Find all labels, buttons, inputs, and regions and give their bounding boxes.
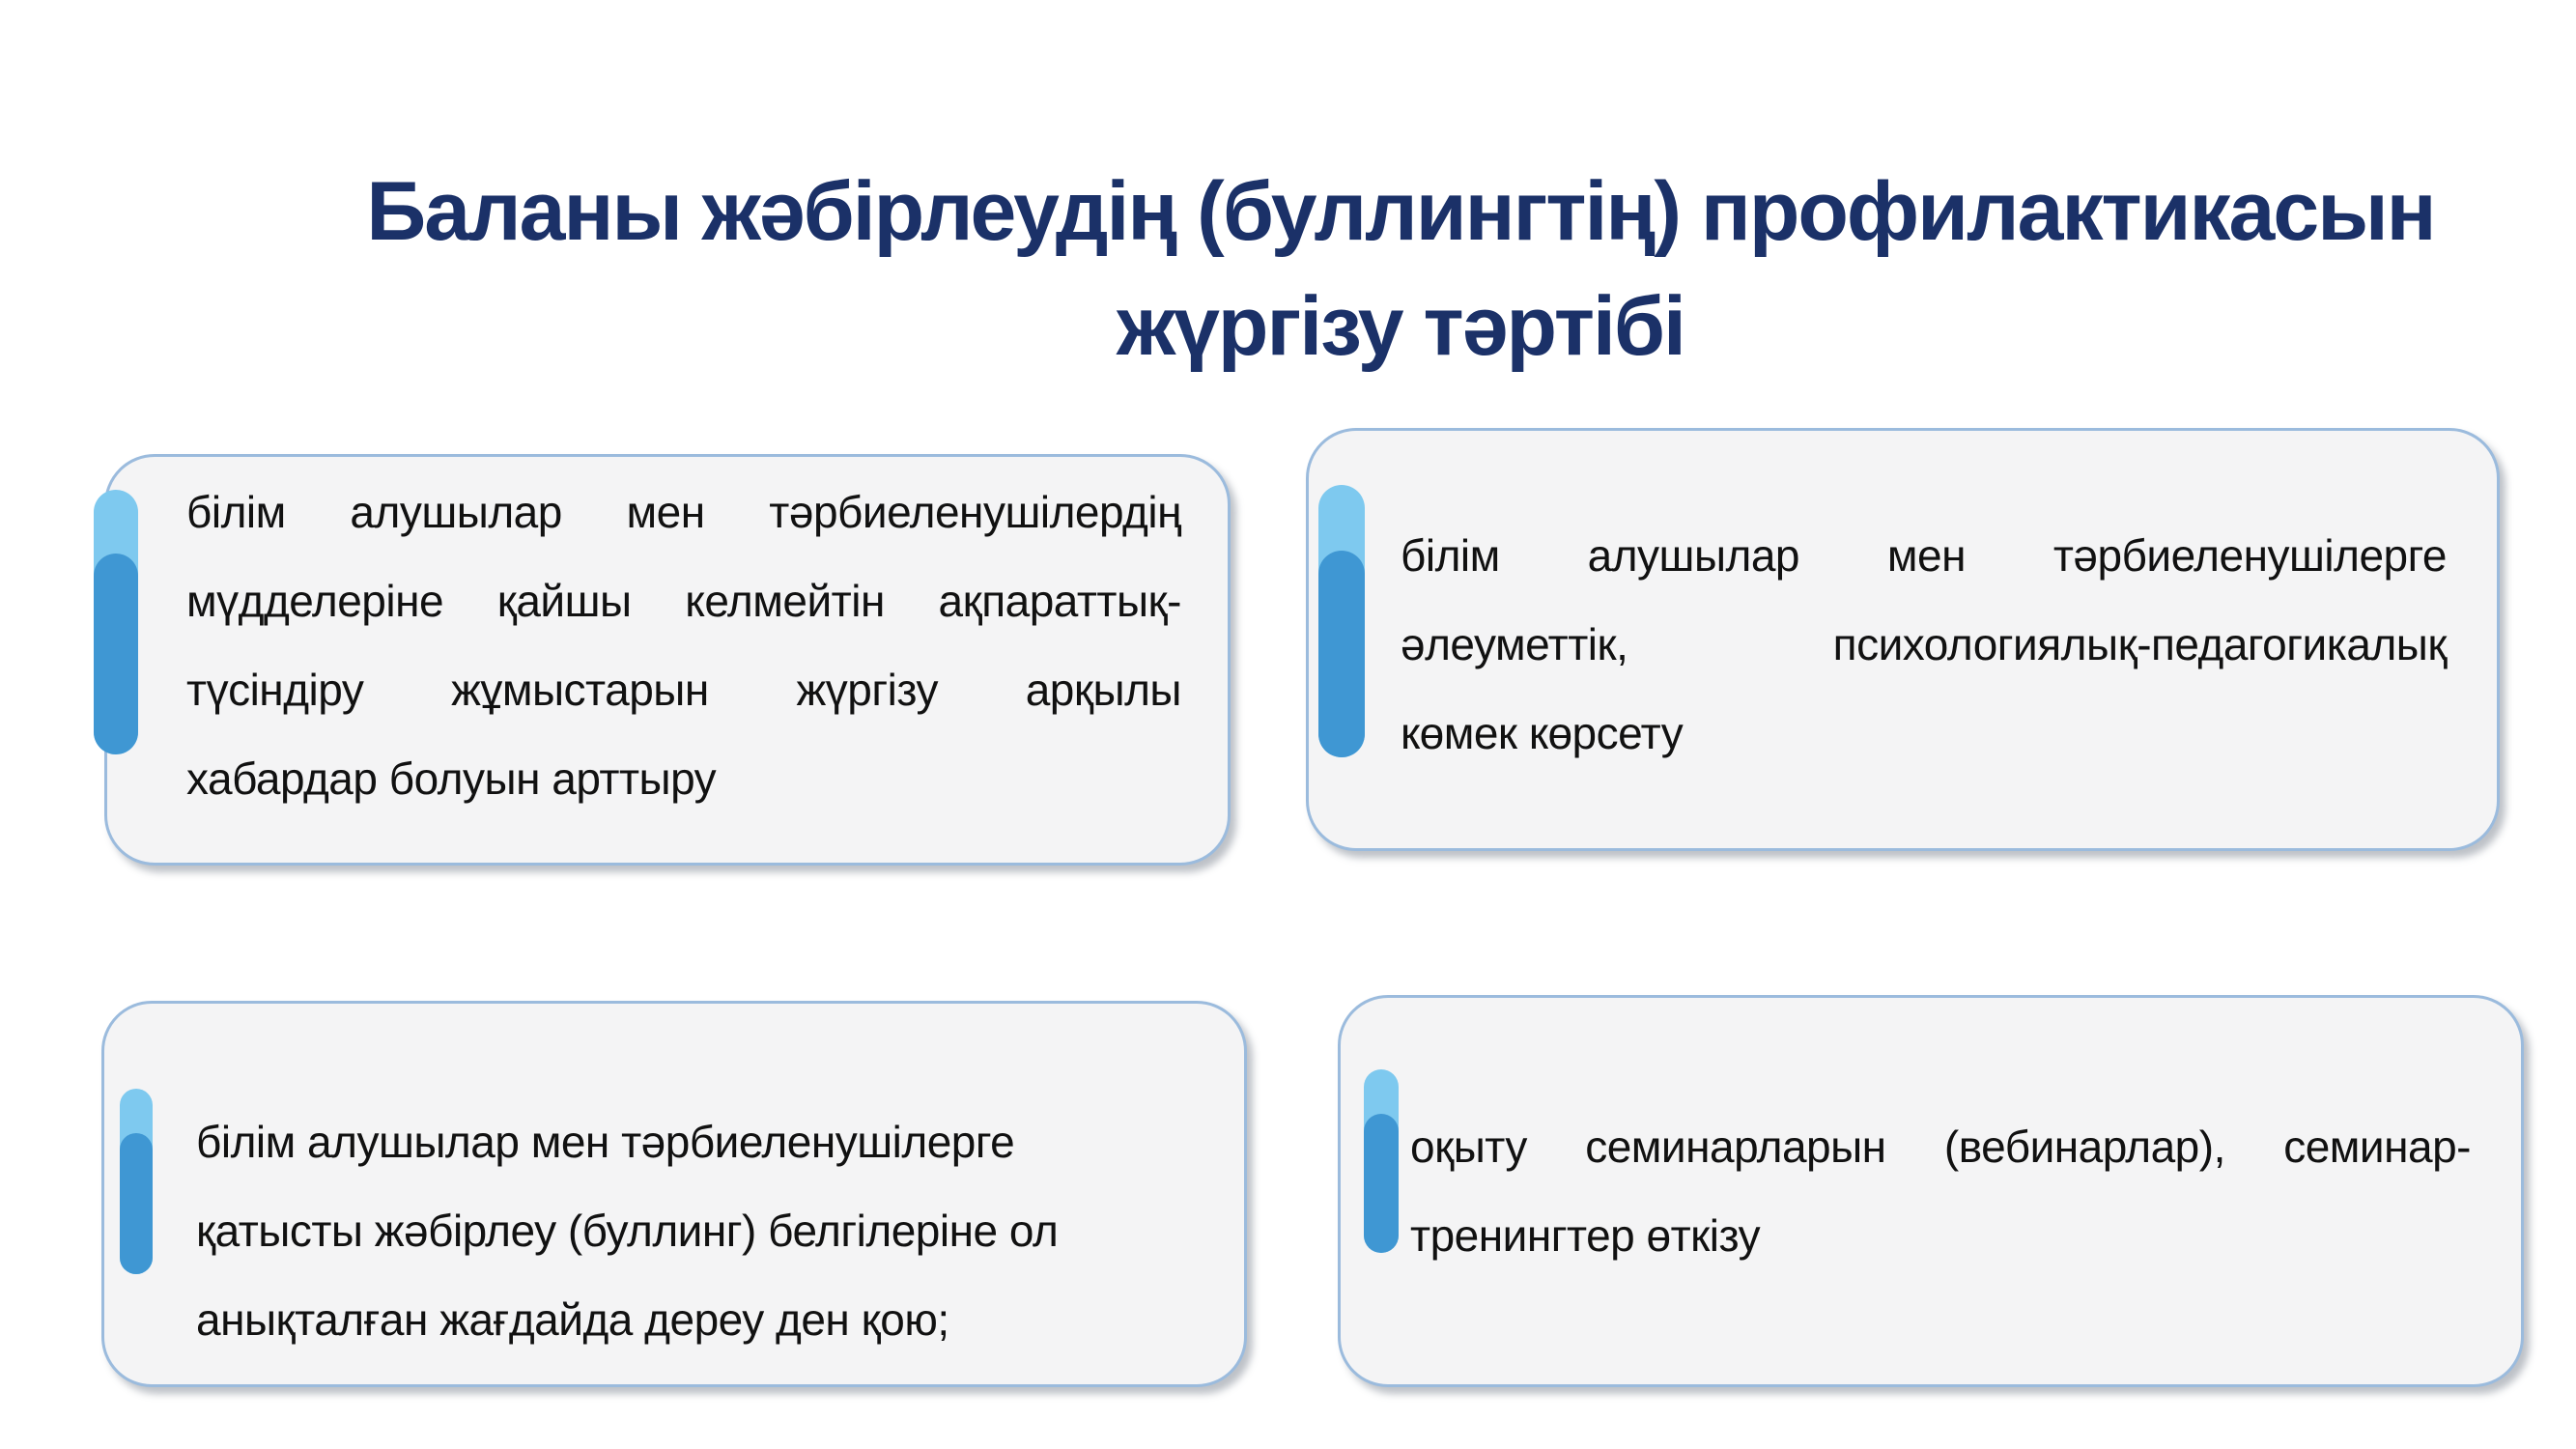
accent-bar-dark-segment bbox=[1318, 550, 1365, 757]
card-text: білім алушылар мен тәрбиеленушілердің мү… bbox=[107, 468, 1228, 852]
card-text: оқыту семинарларын (вебинарлар), семинар… bbox=[1341, 1102, 2521, 1280]
title-line-2: жүргізу тәртібі bbox=[1117, 279, 1686, 373]
card-text-line: хабардар болуын арттыру bbox=[186, 753, 717, 804]
accent-bar bbox=[1364, 1069, 1399, 1253]
card-immediate-response: білім алушылар мен тәрбиеленушілерге қат… bbox=[101, 1001, 1247, 1387]
card-text-line: оқыту семинарларын (вебинарлар), семинар… bbox=[1410, 1122, 2472, 1172]
card-text-line: білім алушылар мен тәрбиеленушілердің bbox=[186, 487, 1182, 537]
accent-bar-dark-segment bbox=[94, 553, 138, 754]
accent-bar-dark-segment bbox=[1364, 1113, 1399, 1253]
accent-bar-dark-segment bbox=[120, 1133, 153, 1274]
card-text-line: қатысты жәбірлеу (буллинг) белгілеріне о… bbox=[196, 1205, 1059, 1256]
card-text-line: мүдделеріне қайшы келмейтін ақпараттық- bbox=[186, 576, 1182, 626]
card-text-line: түсіндіру жұмыстарын жүргізу арқылы bbox=[186, 665, 1182, 715]
accent-bar bbox=[120, 1089, 153, 1274]
card-text-line: тренингтер өткізу bbox=[1410, 1210, 1761, 1261]
card-psychological-pedagogical-help: білім алушылар мен тәрбиеленушілерге әле… bbox=[1306, 428, 2500, 851]
accent-bar bbox=[1318, 485, 1365, 757]
card-text-line: білім алушылар мен тәрбиеленушілерге bbox=[196, 1116, 1015, 1167]
slide-title: Баланы жәбірлеудің (буллингтің) профилак… bbox=[193, 155, 2576, 384]
card-text-line: көмек көрсету bbox=[1401, 708, 1684, 758]
card-awareness-raising: білім алушылар мен тәрбиеленушілердің мү… bbox=[94, 454, 1231, 866]
card-text-line: әлеуметтік, психологиялық-педагогикалық bbox=[1401, 619, 2448, 669]
accent-bar bbox=[94, 490, 138, 754]
card-text-line: білім алушылар мен тәрбиеленушілерге bbox=[1401, 530, 2448, 581]
card-text: білім алушылар мен тәрбиеленушілерге қат… bbox=[104, 1025, 1244, 1364]
card-text: білім алушылар мен тәрбиеленушілерге әле… bbox=[1309, 501, 2497, 778]
card-training-seminars: оқыту семинарларын (вебинарлар), семинар… bbox=[1338, 995, 2524, 1387]
card-text-line: анықталған жағдайда дереу ден қою; bbox=[196, 1293, 949, 1345]
title-line-1: Баланы жәбірлеудің (буллингтің) профилак… bbox=[366, 165, 2436, 258]
